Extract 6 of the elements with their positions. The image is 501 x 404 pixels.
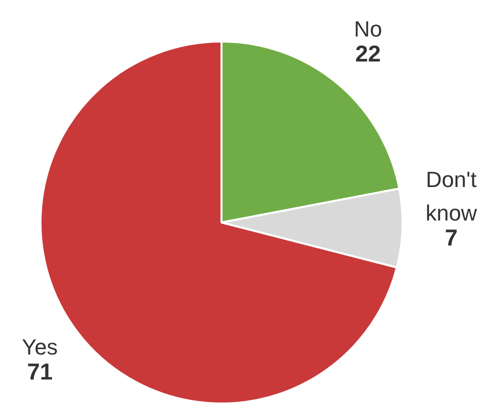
- data-label: 22: [355, 40, 381, 66]
- data-label: 7: [444, 224, 458, 251]
- slice-label: Don't know: [426, 166, 478, 226]
- slice-label: Yes: [22, 334, 58, 360]
- data-label: 71: [27, 358, 53, 384]
- slice-label: No: [354, 16, 382, 42]
